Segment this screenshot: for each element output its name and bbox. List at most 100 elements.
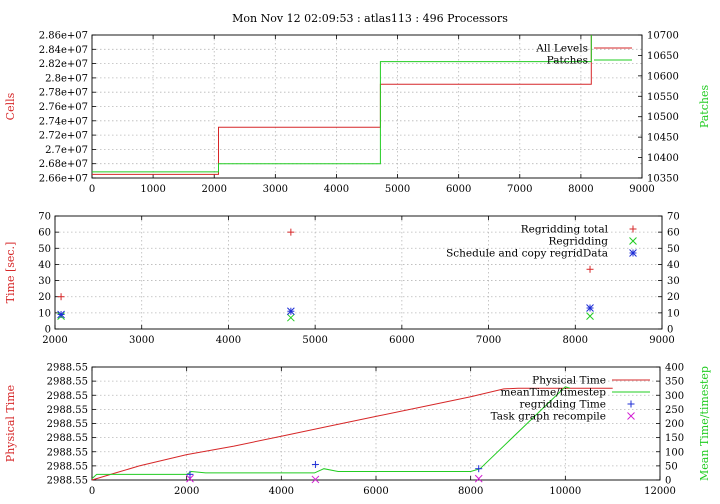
- y-tick-label: 30: [38, 276, 51, 287]
- legend-label: regridding Time: [520, 399, 607, 411]
- y2-tick-label: 50: [665, 461, 678, 472]
- y-tick-label: 2.86e+07: [39, 31, 88, 42]
- x-tick-label: 0: [89, 184, 95, 195]
- x-tick-label: 1000: [140, 184, 165, 195]
- marker-stroke: [311, 475, 320, 484]
- y2-tick-label: 10: [667, 308, 680, 319]
- y2-tick-label: 10550: [647, 92, 679, 103]
- data-point: [586, 304, 594, 312]
- x-tick-label: 3000: [129, 335, 154, 346]
- legend-label: Task graph recompile: [491, 411, 606, 423]
- regrid-time-panel: 2000 3000 4000 5000 6000 7000 8000 9000 0 10 20 30 4…: [4, 212, 680, 347]
- plot-frame: [91, 366, 661, 481]
- y-tick-label: 2.74e+07: [39, 116, 88, 127]
- y-tick-label: 60: [38, 228, 51, 239]
- data-point: [311, 475, 320, 484]
- plot-frame: [91, 34, 643, 179]
- y2-tick-label: 0: [665, 476, 671, 487]
- x-tick-label: 3000: [263, 184, 288, 195]
- x-tick-label: 4000: [216, 335, 241, 346]
- y2-tick-label: 20: [667, 292, 680, 303]
- y2-tick-label: 10350: [647, 174, 679, 185]
- y2-axis-title: Mean Time/timestep: [698, 366, 711, 481]
- y2-tick-label: 10600: [647, 71, 679, 82]
- x-tick-label: 8000: [458, 486, 483, 497]
- y-tick-label: 2988.55: [47, 363, 88, 374]
- data-point: [287, 228, 295, 236]
- data-point: [57, 310, 65, 319]
- x-tick-label: 6000: [389, 335, 414, 346]
- legend-label: Patches: [547, 55, 588, 67]
- data-point: [186, 474, 194, 483]
- y2-tick-label: 30: [667, 276, 680, 287]
- x-tick-label: 2000: [201, 184, 226, 195]
- marker-stroke: [586, 304, 594, 312]
- marker-stroke: [586, 312, 594, 320]
- legend-label: Schedule and copy regridData: [446, 248, 608, 260]
- y-tick-label: 2988.55: [47, 476, 88, 487]
- marker-stroke: [287, 307, 295, 316]
- y2-tick-label: 300: [665, 391, 684, 402]
- x-tick-label: 4000: [269, 486, 294, 497]
- y2-tick-label: 60: [667, 228, 680, 239]
- x-tick-label: 9000: [649, 335, 674, 346]
- cells-patches-panel: 0 1000 2000 3000 4000 5000 6000 7000 8000 9000 2.6…: [4, 31, 711, 196]
- y-tick-label: 70: [38, 212, 51, 223]
- plot-frame: [54, 215, 663, 330]
- x-tick-label: 0: [89, 486, 95, 497]
- x-tick-label: 7000: [476, 335, 501, 346]
- y-tick-label: 2988.55: [47, 405, 88, 416]
- marker-stroke: [186, 474, 194, 483]
- y2-tick-label: 40: [667, 260, 680, 271]
- x-tick-label: 2000: [42, 335, 67, 346]
- y-tick-label: 50: [38, 244, 51, 255]
- y-tick-label: 2988.55: [47, 433, 88, 444]
- y-tick-label: 2.72e+07: [39, 131, 88, 142]
- y2-tick-label: 250: [665, 405, 684, 416]
- x-tick-label: 5000: [302, 335, 327, 346]
- marker-stroke: [57, 310, 65, 319]
- y-tick-label: 2.7e+07: [45, 145, 88, 156]
- y-axis-title: Physical Time: [4, 385, 17, 462]
- y-axis-title: Cells: [4, 92, 17, 120]
- y2-tick-label: 10450: [647, 133, 679, 144]
- x-tick-label: 10000: [549, 486, 581, 497]
- series-line: [91, 387, 613, 481]
- marker-stroke: [287, 313, 295, 322]
- y-tick-label: 2988.55: [47, 461, 88, 472]
- data-point: [57, 293, 65, 301]
- y2-tick-label: 150: [665, 433, 684, 444]
- x-tick-label: 4000: [324, 184, 349, 195]
- x-tick-label: 9000: [629, 184, 654, 195]
- y2-tick-label: 100: [665, 447, 684, 458]
- figure-title: Mon Nov 12 02:09:53 : atlas113 : 496 Pro…: [232, 12, 508, 25]
- y-tick-label: 2.76e+07: [39, 102, 88, 113]
- data-point: [475, 465, 483, 473]
- y2-tick-label: 10500: [647, 112, 679, 123]
- legend-key: [629, 237, 637, 245]
- y2-tick-label: 200: [665, 419, 684, 430]
- y2-tick-label: 10650: [647, 51, 679, 62]
- series-line: [91, 386, 571, 479]
- y-tick-label: 2988.55: [47, 377, 88, 388]
- y-tick-label: 2.78e+07: [39, 88, 88, 99]
- series-line: [92, 35, 592, 175]
- legend-label: Physical Time: [532, 375, 606, 387]
- legend-key: [629, 249, 637, 257]
- data-point: [186, 470, 194, 478]
- legend-label: Regridding total: [521, 224, 609, 236]
- x-tick-label: 5000: [385, 184, 410, 195]
- y2-axis-title: Patches: [698, 85, 711, 129]
- y2-tick-label: 350: [665, 377, 684, 388]
- legend-label: meanTime/timestep: [500, 387, 606, 399]
- y2-tick-label: 70: [667, 212, 680, 223]
- x-tick-label: 8000: [563, 335, 588, 346]
- y-tick-label: 0: [45, 325, 51, 336]
- y-tick-label: 2.68e+07: [39, 159, 88, 170]
- x-tick-label: 6000: [446, 184, 471, 195]
- y-tick-label: 10: [38, 308, 51, 319]
- y2-tick-label: 10400: [647, 153, 679, 164]
- x-tick-label: 12000: [644, 486, 676, 497]
- data-point: [586, 265, 594, 273]
- data-point: [474, 474, 483, 483]
